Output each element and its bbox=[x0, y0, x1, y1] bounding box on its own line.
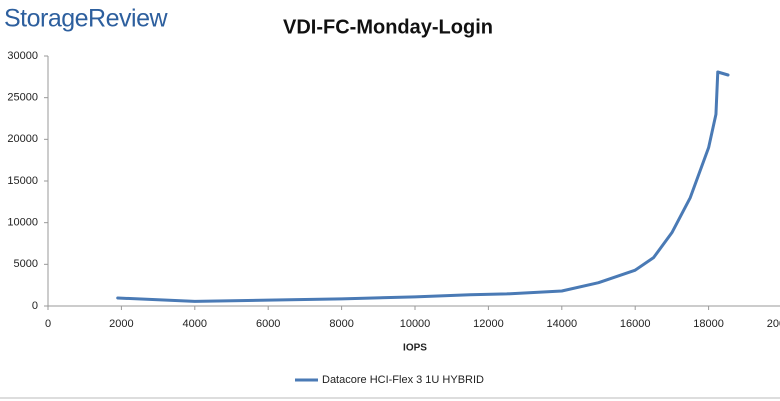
x-axis-label: IOPS bbox=[403, 343, 427, 354]
y-tick-label: 10000 bbox=[7, 217, 38, 229]
x-tick-label: 2000 bbox=[109, 318, 133, 330]
y-tick-label: 30000 bbox=[7, 50, 38, 62]
legend-label: Datacore HCI-Flex 3 1U HYBRID bbox=[322, 374, 484, 386]
y-tick-label: 20000 bbox=[7, 133, 38, 145]
x-tick-label: 14000 bbox=[547, 318, 578, 330]
x-tick-label: 6000 bbox=[256, 318, 280, 330]
y-tick-label: 0 bbox=[32, 300, 38, 312]
x-tick-label: 18000 bbox=[693, 318, 724, 330]
x-tick-label: 0 bbox=[45, 318, 51, 330]
x-tick-label: 10000 bbox=[400, 318, 431, 330]
y-tick-label: 25000 bbox=[7, 92, 38, 104]
line-series bbox=[116, 70, 730, 303]
x-tick-label: 16000 bbox=[620, 318, 651, 330]
x-tick-label: 12000 bbox=[473, 318, 504, 330]
y-tick-label: 15000 bbox=[7, 175, 38, 187]
x-tick-label: 8000 bbox=[329, 318, 353, 330]
x-tick-label: 20000 bbox=[767, 318, 780, 330]
x-tick-label: 4000 bbox=[183, 318, 207, 330]
y-tick-label: 5000 bbox=[14, 258, 38, 270]
chart-title: VDI-FC-Monday-Login bbox=[283, 16, 493, 38]
logo: StorageReview bbox=[4, 5, 168, 33]
